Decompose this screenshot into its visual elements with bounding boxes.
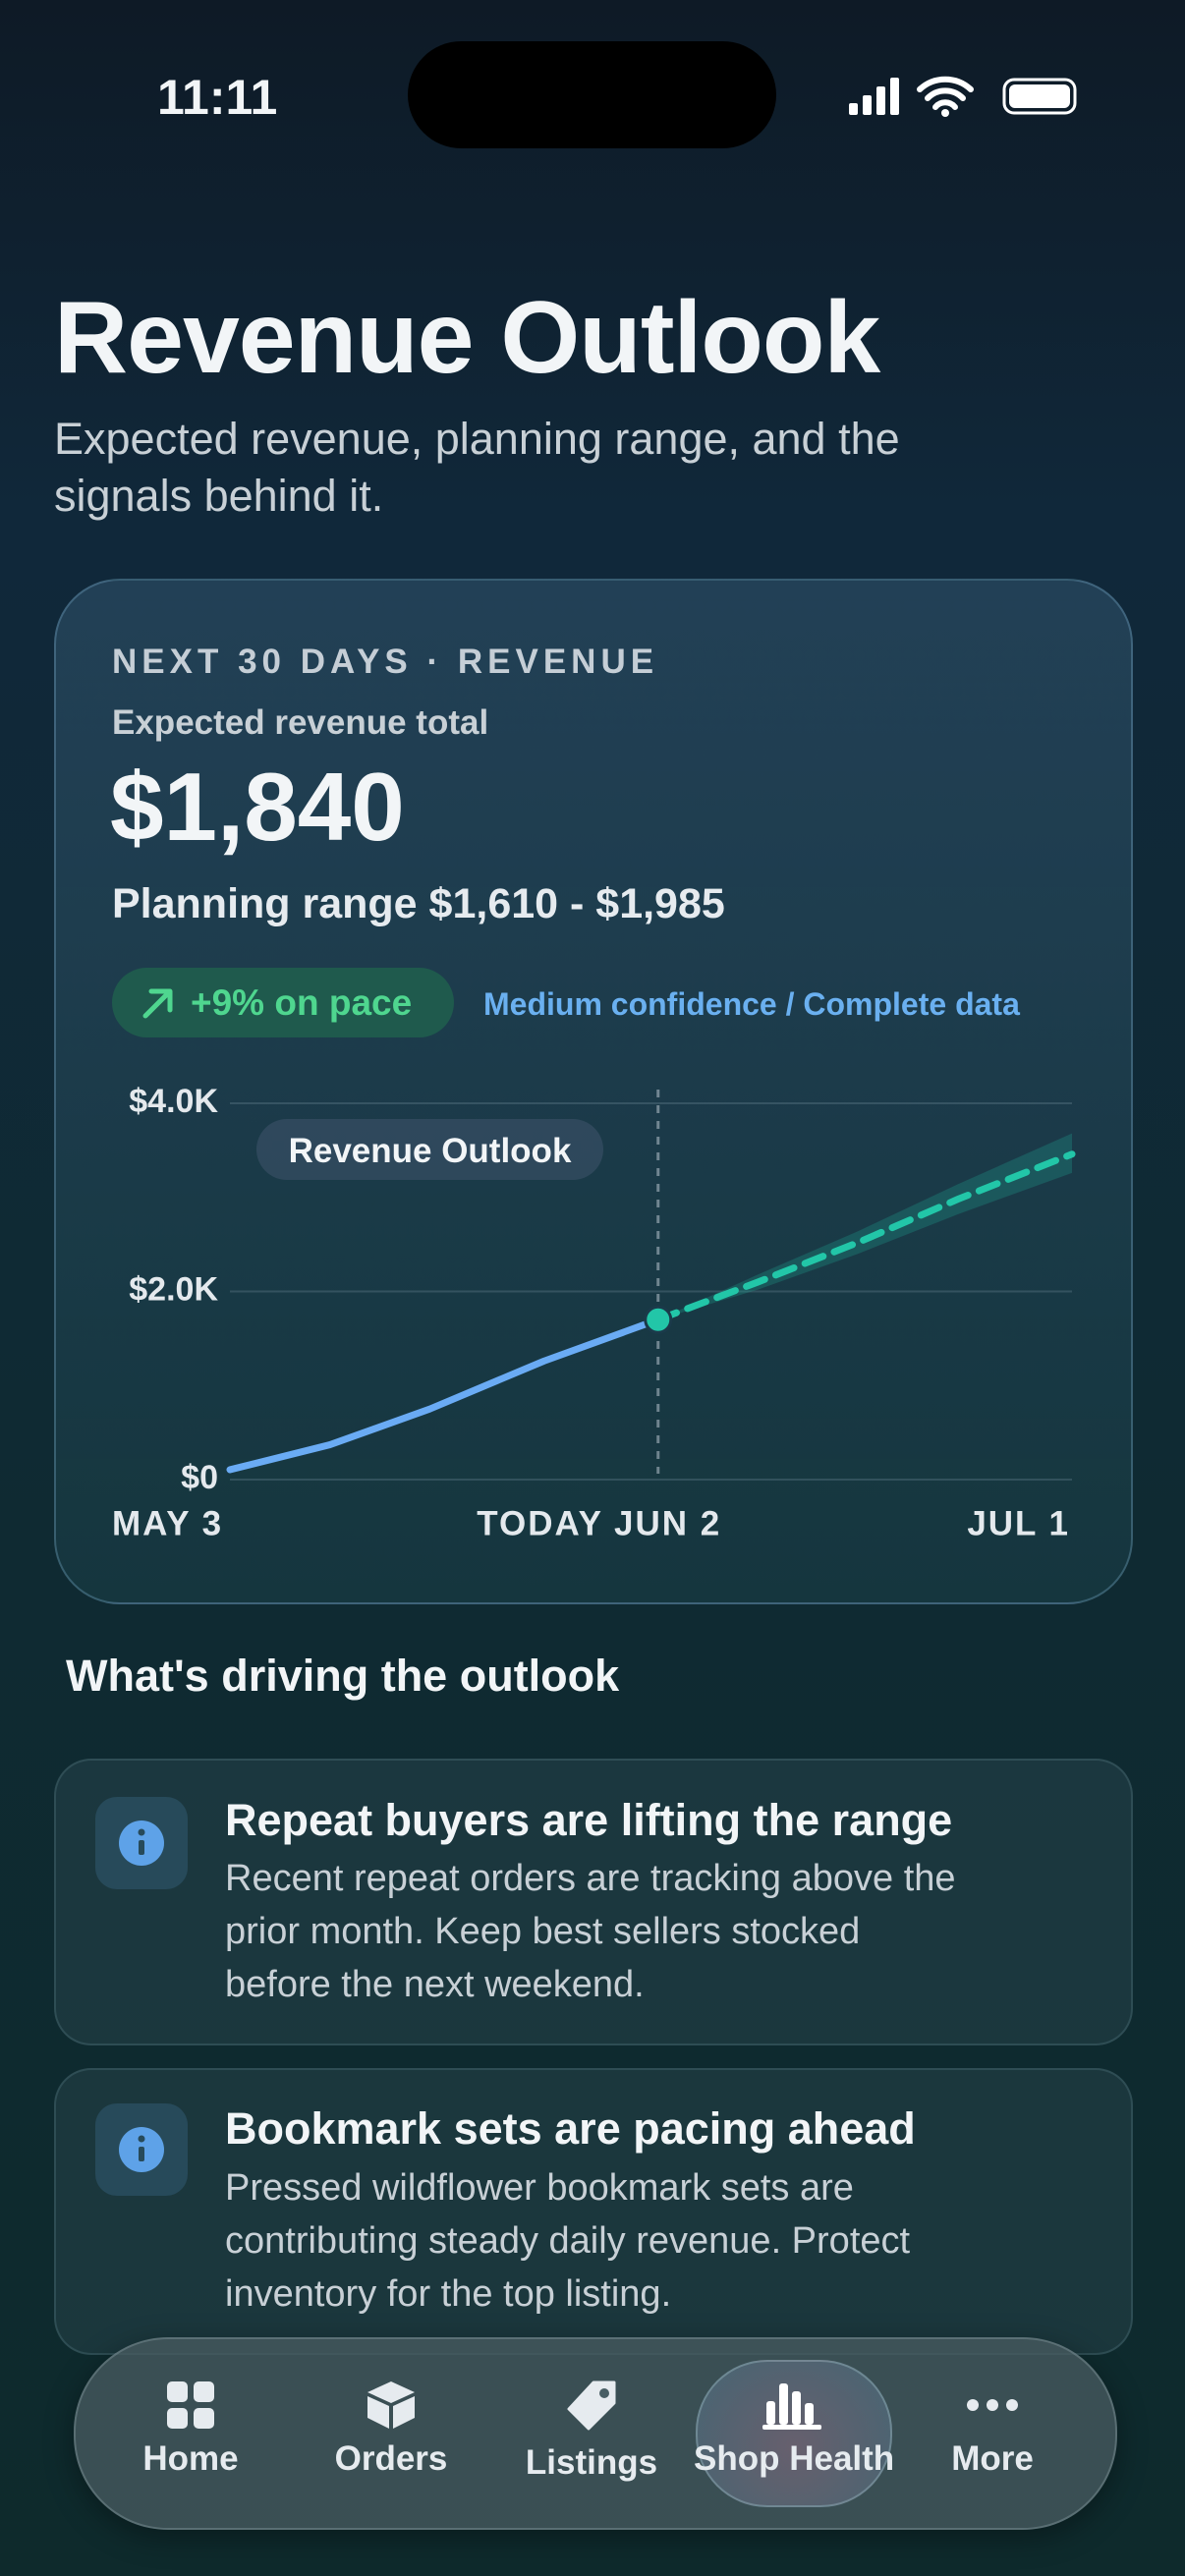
chart: $0 $2.0K $4.0K MAY 3 TODAY JUN 2 JUL 1 [112, 1083, 1076, 1542]
eyebrow: NEXT 30 DAYS · REVENUE [112, 643, 659, 681]
planning-range: Planning range $1,610 - $1,985 [112, 880, 725, 927]
tab-label: Listings [525, 2443, 658, 2482]
tab-label: Orders [334, 2439, 448, 2478]
page-subtitle: Expected revenue, planning range, and th… [54, 411, 900, 525]
driver-body: Recent repeat orders are tracking above … [225, 1852, 956, 2011]
tab-label: More [951, 2439, 1034, 2478]
body-line: contributing steady daily revenue. Prote… [225, 2220, 911, 2262]
today-point [644, 1305, 673, 1334]
page-title: Revenue Outlook [54, 281, 880, 395]
actual-line [226, 1316, 662, 1474]
outlook-card [54, 579, 1133, 1604]
status-icons [849, 76, 1077, 117]
y-tick-label: $4.0K [129, 1083, 218, 1120]
driver-title: Repeat buyers are lifting the range [225, 1795, 953, 1845]
y-tick-label: $2.0K [129, 1270, 218, 1308]
tab-icon [367, 2381, 415, 2429]
body-line: Recent repeat orders are tracking above … [225, 1858, 956, 1899]
tab-icon [967, 2399, 1018, 2411]
subtitle-line: Expected revenue, planning range, and th… [54, 414, 900, 464]
chart-title: Revenue Outlook [288, 1132, 572, 1170]
tab[interactable]: Shop Health [694, 2358, 895, 2507]
info-icon [95, 1797, 188, 1889]
driver-card [54, 2068, 1133, 2355]
total-label: Expected revenue total [112, 703, 489, 742]
driver-card [54, 1759, 1133, 2045]
y-tick-label: $0 [181, 1459, 218, 1496]
section-title: What's driving the outlook [66, 1651, 620, 1701]
total-value: $1,840 [110, 753, 405, 861]
tab-label: Shop Health [694, 2439, 895, 2478]
tab-bar [74, 2337, 1117, 2530]
tab[interactable]: Orders [293, 2358, 489, 2505]
body-line: before the next weekend. [225, 1964, 645, 2005]
x-tick-label: MAY 3 [112, 1504, 223, 1542]
info-icon [95, 2103, 188, 2196]
forecast-line [654, 1150, 1076, 1323]
x-tick-label: JUL 1 [967, 1504, 1070, 1542]
forecast-band [657, 1133, 1072, 1320]
body-line: Pressed wildflower bookmark sets are [225, 2167, 854, 2209]
subtitle-line: signals behind it. [54, 471, 384, 521]
tab[interactable]: More [894, 2358, 1091, 2505]
driver-body: Pressed wildflower bookmark sets are con… [225, 2161, 910, 2321]
tab[interactable]: Listings [493, 2358, 690, 2505]
tab-icon [762, 2383, 821, 2430]
body-line: prior month. Keep best sellers stocked [225, 1911, 861, 1952]
tab-icon [167, 2381, 214, 2429]
pace-text: +9% on pace [191, 982, 413, 1023]
status-time: 11:11 [157, 70, 278, 125]
dynamic-island [408, 41, 776, 148]
body-line: inventory for the top listing. [225, 2273, 672, 2315]
tab[interactable]: Home [92, 2358, 289, 2505]
confidence: Medium confidence / Complete data [483, 986, 1020, 1022]
chart-title-chip [256, 1119, 603, 1180]
driver-title: Bookmark sets are pacing ahead [225, 2103, 916, 2154]
trend-icon [142, 988, 173, 1019]
x-tick-label: TODAY JUN 2 [477, 1504, 721, 1542]
tab-label: Home [142, 2439, 239, 2478]
tab-icon [567, 2380, 616, 2431]
